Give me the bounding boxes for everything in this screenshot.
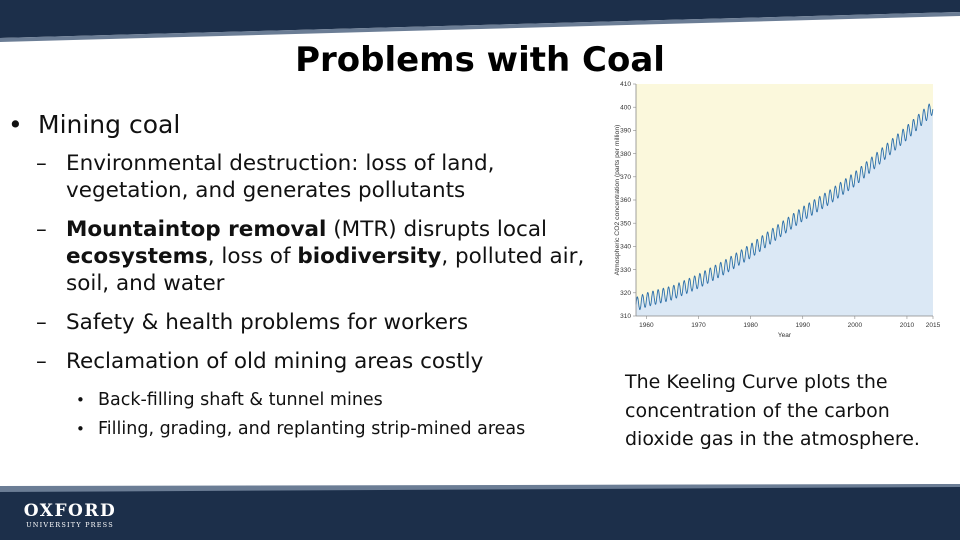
y-tick-label: 410 <box>620 81 631 88</box>
dash-marker: – <box>36 349 47 374</box>
y-tick-label: 400 <box>620 104 631 111</box>
sub-sub-bullet-filling: • Filling, grading, and replanting strip… <box>8 418 608 440</box>
y-tick-label: 320 <box>620 290 631 297</box>
term-mountaintop-removal: Mountaintop removal <box>66 217 327 242</box>
y-tick-label: 350 <box>620 220 631 227</box>
sub-sub-bullet-backfilling: • Back-filling shaft & tunnel mines <box>8 389 608 411</box>
text-fragment: (MTR) disrupts local <box>326 217 547 242</box>
sub-bullet-text: Safety & health problems for workers <box>66 310 469 335</box>
sub-bullet-safety: – Safety & health problems for workers <box>8 309 608 336</box>
sub-sub-bullet-text: Filling, grading, and replanting strip-m… <box>98 419 526 439</box>
area-fill <box>636 104 933 316</box>
text-fragment: , polluted air, soil, and water <box>66 244 585 296</box>
x-tick-group: 1960 1970 1980 1990 2000 2010 2015 <box>639 316 941 329</box>
x-tick-label: 2010 <box>900 322 915 329</box>
chart-caption: The Keeling Curve plots the concentratio… <box>625 371 920 450</box>
bottom-decorative-band <box>0 484 960 540</box>
x-tick-label: 1980 <box>743 322 758 329</box>
y-tick-label: 330 <box>620 267 631 274</box>
term-ecosystems: ecosystems <box>66 244 208 269</box>
text-fragment: , loss of <box>207 244 298 269</box>
x-tick-label: 2000 <box>848 322 863 329</box>
x-tick-label: 1960 <box>639 322 654 329</box>
co2-series-line <box>635 103 934 311</box>
oxford-logo: OXFORD UNIVERSITY PRESS <box>20 503 120 530</box>
x-axis-label: Year <box>778 332 792 339</box>
sub-sub-bullet-text: Back-filling shaft & tunnel mines <box>98 390 383 410</box>
bullet-text: Mining coal <box>38 110 181 139</box>
keeling-curve-chart: 310 320 330 340 350 360 370 380 390 400 410 1960 19… <box>612 80 942 342</box>
y-tick-label: 370 <box>620 174 631 181</box>
x-tick-label: 1990 <box>796 322 811 329</box>
y-tick-label: 310 <box>620 313 631 320</box>
bullet-dot: • <box>8 110 23 139</box>
y-tick-label: 360 <box>620 197 631 204</box>
sub-bullet-mtr: – Mountaintop removal (MTR) disrupts loc… <box>8 216 608 297</box>
y-tick-label: 340 <box>620 244 631 251</box>
bullet-mining-coal: • Mining coal <box>8 108 608 142</box>
bullet-dot: • <box>76 420 85 438</box>
term-biodiversity: biodiversity <box>297 244 442 269</box>
dash-marker: – <box>36 151 47 176</box>
dash-marker: – <box>36 310 47 335</box>
sub-bullet-reclamation: – Reclamation of old mining areas costly <box>8 348 608 375</box>
y-axis-label: Atmospheric CO2 concentration (parts per… <box>614 125 621 276</box>
sub-bullet-text: Reclamation of old mining areas costly <box>66 349 484 374</box>
logo-main-text: OXFORD <box>23 501 117 521</box>
y-tick-group: 310 320 330 340 350 360 370 380 390 400 410 <box>620 81 636 320</box>
x-tick-label: 2015 <box>926 322 941 329</box>
sub-bullet-text: Environmental destruction: loss of land,… <box>66 151 495 203</box>
sub-bullet-environmental: – Environmental destruction: loss of lan… <box>8 150 608 204</box>
logo-sub-text: UNIVERSITY PRESS <box>26 521 114 529</box>
y-tick-label: 390 <box>620 128 631 135</box>
dash-marker: – <box>36 217 47 242</box>
bullet-dot: • <box>76 391 85 409</box>
top-decorative-band <box>0 0 960 42</box>
y-tick-label: 380 <box>620 151 631 158</box>
slide-title: Problems with Coal <box>295 40 665 80</box>
bullet-list: • Mining coal – Environmental destructio… <box>8 108 608 447</box>
x-tick-label: 1970 <box>691 322 706 329</box>
